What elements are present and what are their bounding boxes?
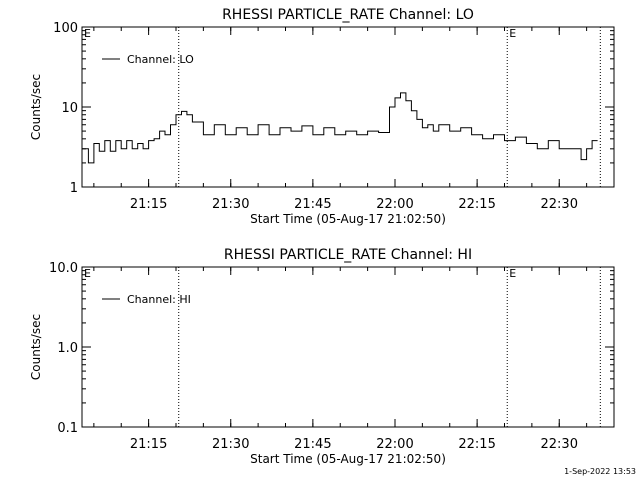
panel-1-x-tick-label: 21:30 — [212, 197, 249, 212]
panel-2-x-tick-label: 22:00 — [376, 437, 413, 452]
panel-2-x-axis-label: Start Time (05-Aug-17 21:02:50) — [250, 452, 446, 466]
panel-2-y-tick-label: 0.1 — [57, 421, 78, 436]
panel-1-series-line — [82, 92, 598, 164]
panel-1-x-tick-label: 22:30 — [541, 197, 578, 212]
panel-1-chart-title: RHESSI PARTICLE_RATE Channel: LO — [222, 7, 474, 23]
panel-1-x-tick-label: 21:15 — [130, 197, 167, 212]
panel-1-event-marker-label: E — [509, 27, 516, 40]
panel-2-legend-label: Channel: HI — [127, 293, 191, 306]
panel-2-event-marker-label: E — [84, 267, 91, 280]
panel-1-x-axis-label: Start Time (05-Aug-17 21:02:50) — [250, 212, 446, 226]
panel-2-y-tick-label: 1.0 — [57, 341, 78, 356]
panel-2-event-marker-label: E — [509, 267, 516, 280]
panel-1-x-tick-label: 22:00 — [376, 197, 413, 212]
panel-1-y-tick-label: 1 — [70, 181, 78, 196]
panel-1-x-tick-label: 21:45 — [294, 197, 331, 212]
panel-1-plot — [81, 26, 615, 188]
panel-1-legend-label: Channel: LO — [127, 53, 194, 66]
panel-2-x-tick-label: 22:15 — [458, 437, 495, 452]
panel-1-event-marker-label: E — [84, 27, 91, 40]
panel-2-chart-title: RHESSI PARTICLE_RATE Channel: HI — [224, 247, 472, 263]
panel-2-x-tick-label: 21:30 — [212, 437, 249, 452]
panel-2-plot — [81, 266, 615, 428]
panel-2-y-tick-label: 10.0 — [49, 261, 78, 276]
figure-timestamp: 1-Sep-2022 13:53 — [564, 467, 636, 476]
panel-2-x-tick-label: 22:30 — [541, 437, 578, 452]
panel-1-y-tick-label: 10 — [61, 101, 78, 116]
panel-2-x-tick-label: 21:15 — [130, 437, 167, 452]
panel-1-y-tick-label: 100 — [53, 21, 78, 36]
panel-2-x-tick-label: 21:45 — [294, 437, 331, 452]
panel-1-x-tick-label: 22:15 — [458, 197, 495, 212]
panel-2-y-axis-label: Counts/sec — [29, 314, 43, 380]
panel-1-y-axis-label: Counts/sec — [29, 74, 43, 140]
